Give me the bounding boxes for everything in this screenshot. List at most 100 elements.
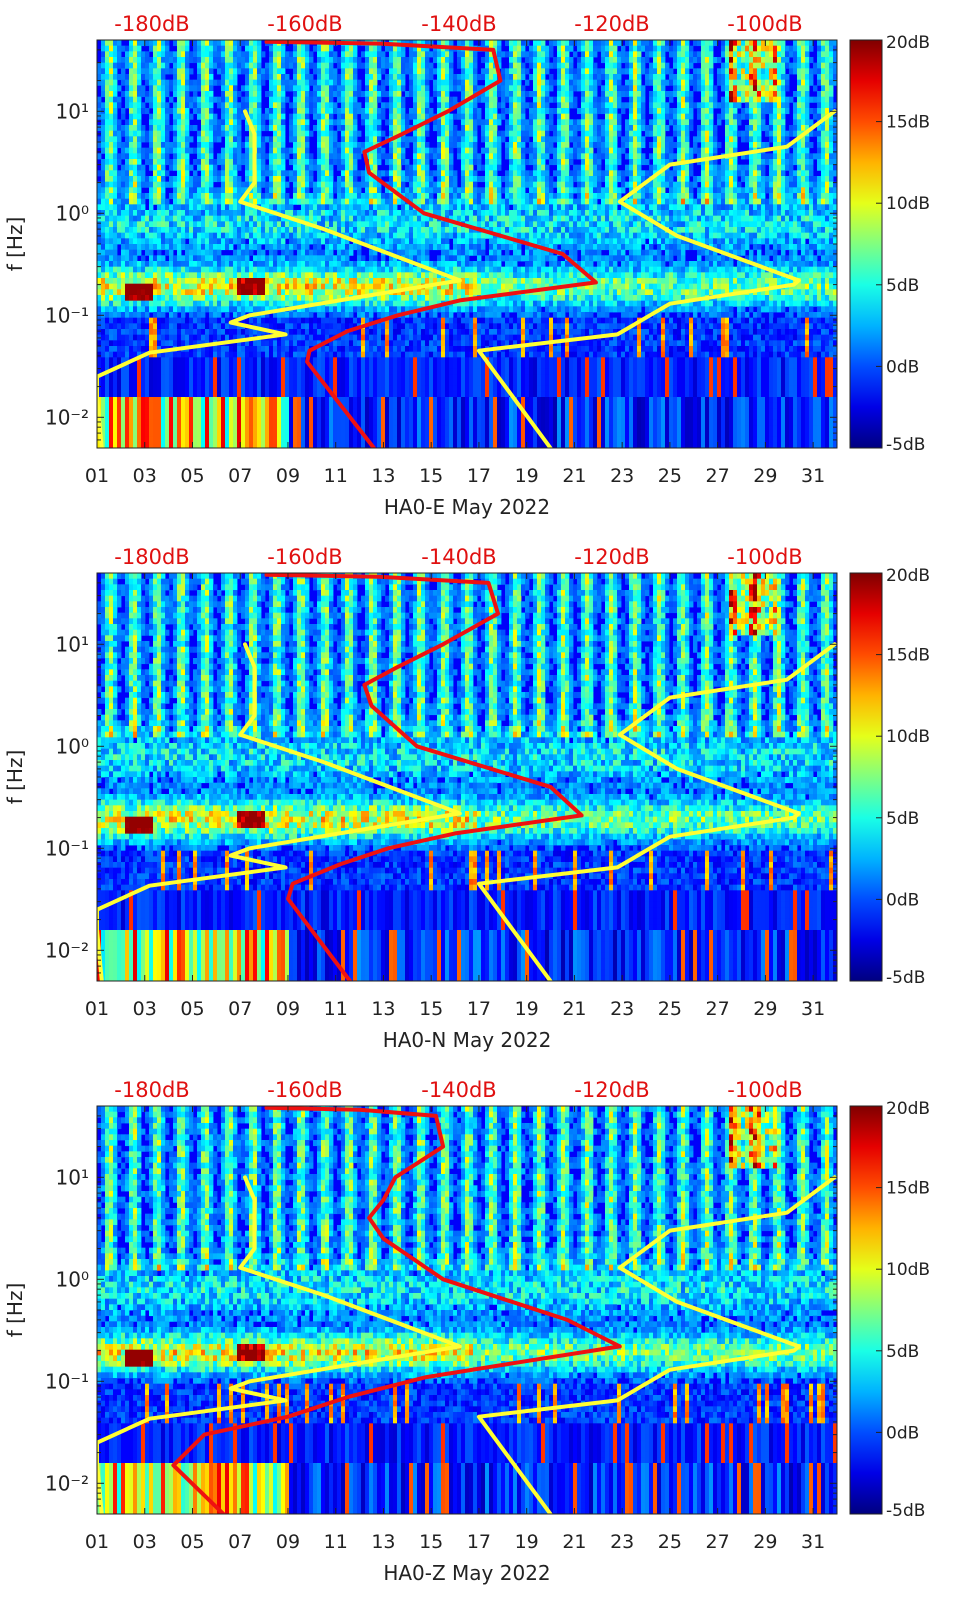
colorbar-tick-label: 5dB bbox=[886, 1342, 919, 1362]
x-tick-label: 21 bbox=[562, 1531, 586, 1553]
y-tick-label: 10¹ bbox=[56, 1165, 89, 1189]
colorbar-tick-label: 15dB bbox=[886, 646, 930, 666]
x-tick-label: 31 bbox=[801, 465, 825, 487]
x-tick-label: 17 bbox=[467, 465, 491, 487]
colorbar bbox=[850, 40, 882, 448]
top-db-tick-label: -180dB bbox=[114, 545, 189, 569]
x-tick-label: 15 bbox=[419, 465, 443, 487]
x-tick-label: 03 bbox=[133, 998, 157, 1020]
colorbar-tick-label: 10dB bbox=[886, 727, 930, 747]
x-tick-label: 13 bbox=[371, 1531, 395, 1553]
y-tick-label: 10⁻² bbox=[45, 405, 89, 429]
x-tick-label: 11 bbox=[324, 1531, 348, 1553]
x-tick-label: 11 bbox=[324, 465, 348, 487]
x-tick-label: 01 bbox=[85, 1531, 109, 1553]
x-tick-label: 05 bbox=[180, 998, 204, 1020]
x-tick-label: 09 bbox=[276, 1531, 300, 1553]
x-tick-label: 19 bbox=[515, 1531, 539, 1553]
colorbar-tick-label: -5dB bbox=[886, 1501, 925, 1521]
x-axis-label: HA0-Z May 2022 bbox=[383, 1561, 550, 1585]
x-tick-label: 01 bbox=[85, 998, 109, 1020]
y-tick-label: 10¹ bbox=[56, 99, 89, 123]
x-tick-label: 17 bbox=[467, 1531, 491, 1553]
x-axis-label: HA0-E May 2022 bbox=[384, 495, 550, 519]
x-tick-label: 17 bbox=[467, 998, 491, 1020]
colorbar-tick-label: 15dB bbox=[886, 113, 930, 133]
top-db-tick-label: -120dB bbox=[574, 545, 649, 569]
x-tick-label: 21 bbox=[562, 998, 586, 1020]
x-tick-label: 25 bbox=[658, 465, 682, 487]
y-tick-label: 10⁰ bbox=[56, 1267, 89, 1291]
y-tick-label: 10⁻¹ bbox=[45, 1369, 89, 1393]
x-tick-label: 21 bbox=[562, 465, 586, 487]
y-axis-label: f [Hz] bbox=[3, 1283, 27, 1338]
top-db-tick-label: -100dB bbox=[727, 1078, 802, 1102]
top-db-tick-label: -100dB bbox=[727, 545, 802, 569]
x-axis-label: HA0-N May 2022 bbox=[383, 1028, 552, 1052]
x-tick-label: 19 bbox=[515, 465, 539, 487]
x-tick-label: 19 bbox=[515, 998, 539, 1020]
y-axis-label: f [Hz] bbox=[3, 750, 27, 805]
x-tick-label: 29 bbox=[753, 465, 777, 487]
x-tick-label: 15 bbox=[419, 1531, 443, 1553]
y-tick-label: 10⁰ bbox=[56, 201, 89, 225]
colorbar-tick-label: 15dB bbox=[886, 1179, 930, 1199]
x-tick-label: 29 bbox=[753, 998, 777, 1020]
top-db-tick-label: -140dB bbox=[421, 1078, 496, 1102]
x-tick-label: 05 bbox=[180, 465, 204, 487]
colorbar bbox=[850, 1106, 882, 1514]
x-tick-label: 23 bbox=[610, 1531, 634, 1553]
x-tick-label: 09 bbox=[276, 465, 300, 487]
x-tick-label: 01 bbox=[85, 465, 109, 487]
spectrogram-heatmap bbox=[97, 1106, 837, 1514]
y-axis-label: f [Hz] bbox=[3, 217, 27, 272]
top-db-tick-label: -120dB bbox=[574, 1078, 649, 1102]
y-tick-label: 10¹ bbox=[56, 632, 89, 656]
y-tick-label: 10⁻¹ bbox=[45, 303, 89, 327]
colorbar-tick-label: 10dB bbox=[886, 1260, 930, 1280]
colorbar-tick-label: 0dB bbox=[886, 1423, 919, 1443]
x-tick-label: 27 bbox=[706, 465, 730, 487]
colorbar bbox=[850, 573, 882, 981]
x-tick-label: 11 bbox=[324, 998, 348, 1020]
colorbar-tick-label: 0dB bbox=[886, 357, 919, 377]
x-tick-label: 03 bbox=[133, 1531, 157, 1553]
colorbar-tick-label: 10dB bbox=[886, 194, 930, 214]
x-tick-label: 15 bbox=[419, 998, 443, 1020]
x-tick-label: 29 bbox=[753, 1531, 777, 1553]
top-db-tick-label: -160dB bbox=[267, 545, 342, 569]
y-tick-label: 10⁻² bbox=[45, 938, 89, 962]
x-tick-label: 23 bbox=[610, 465, 634, 487]
colorbar-tick-label: 0dB bbox=[886, 890, 919, 910]
x-tick-label: 07 bbox=[228, 998, 252, 1020]
colorbar-tick-label: 5dB bbox=[886, 276, 919, 296]
top-db-tick-label: -140dB bbox=[421, 545, 496, 569]
colorbar-tick-label: 20dB bbox=[886, 566, 930, 586]
x-tick-label: 09 bbox=[276, 998, 300, 1020]
x-tick-label: 13 bbox=[371, 465, 395, 487]
colorbar-tick-label: -5dB bbox=[886, 968, 925, 988]
x-tick-label: 27 bbox=[706, 1531, 730, 1553]
colorbar-tick-label: 20dB bbox=[886, 1099, 930, 1119]
x-tick-label: 13 bbox=[371, 998, 395, 1020]
y-tick-label: 10⁻² bbox=[45, 1471, 89, 1495]
top-db-tick-label: -160dB bbox=[267, 12, 342, 36]
x-tick-label: 31 bbox=[801, 998, 825, 1020]
top-db-tick-label: -100dB bbox=[727, 12, 802, 36]
x-tick-label: 31 bbox=[801, 1531, 825, 1553]
spectrogram-heatmap bbox=[97, 573, 837, 981]
x-tick-label: 27 bbox=[706, 998, 730, 1020]
x-tick-label: 05 bbox=[180, 1531, 204, 1553]
x-tick-label: 23 bbox=[610, 998, 634, 1020]
top-db-tick-label: -180dB bbox=[114, 12, 189, 36]
colorbar-tick-label: -5dB bbox=[886, 435, 925, 455]
top-db-tick-label: -140dB bbox=[421, 12, 496, 36]
x-tick-label: 07 bbox=[228, 1531, 252, 1553]
y-tick-label: 10⁻¹ bbox=[45, 836, 89, 860]
